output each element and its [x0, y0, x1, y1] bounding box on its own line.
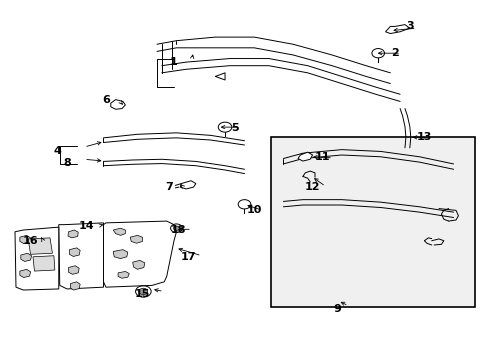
Text: 5: 5 — [230, 123, 238, 133]
Text: 10: 10 — [246, 205, 262, 215]
Polygon shape — [118, 271, 129, 278]
Polygon shape — [33, 256, 55, 271]
Text: 3: 3 — [405, 21, 413, 31]
Text: 1: 1 — [170, 57, 178, 67]
Text: 6: 6 — [102, 95, 110, 105]
Polygon shape — [103, 221, 176, 287]
Text: 7: 7 — [165, 182, 173, 192]
Text: 17: 17 — [181, 252, 196, 262]
Text: 12: 12 — [304, 182, 320, 192]
Text: 13: 13 — [416, 132, 431, 142]
Polygon shape — [28, 238, 52, 254]
Polygon shape — [68, 266, 79, 274]
Text: 18: 18 — [171, 225, 186, 235]
Polygon shape — [297, 152, 312, 161]
Polygon shape — [111, 100, 125, 109]
Text: 15: 15 — [134, 289, 150, 299]
Circle shape — [173, 226, 179, 230]
Polygon shape — [69, 248, 80, 256]
Polygon shape — [59, 223, 103, 289]
Polygon shape — [15, 227, 59, 290]
Text: 2: 2 — [390, 48, 398, 58]
Polygon shape — [21, 253, 31, 261]
Polygon shape — [20, 269, 30, 278]
Polygon shape — [70, 282, 80, 290]
Polygon shape — [20, 235, 30, 244]
Polygon shape — [180, 181, 196, 189]
Polygon shape — [130, 235, 142, 243]
Text: 9: 9 — [332, 304, 340, 314]
Text: 8: 8 — [63, 158, 71, 168]
Text: 16: 16 — [23, 236, 38, 246]
Text: 14: 14 — [79, 221, 94, 231]
Polygon shape — [113, 228, 125, 235]
Circle shape — [139, 288, 147, 295]
Text: 4: 4 — [53, 147, 61, 157]
Bar — [271, 137, 474, 307]
Text: 11: 11 — [314, 152, 329, 162]
Polygon shape — [132, 260, 144, 269]
Polygon shape — [385, 24, 409, 33]
Polygon shape — [113, 249, 127, 258]
Polygon shape — [68, 230, 78, 238]
